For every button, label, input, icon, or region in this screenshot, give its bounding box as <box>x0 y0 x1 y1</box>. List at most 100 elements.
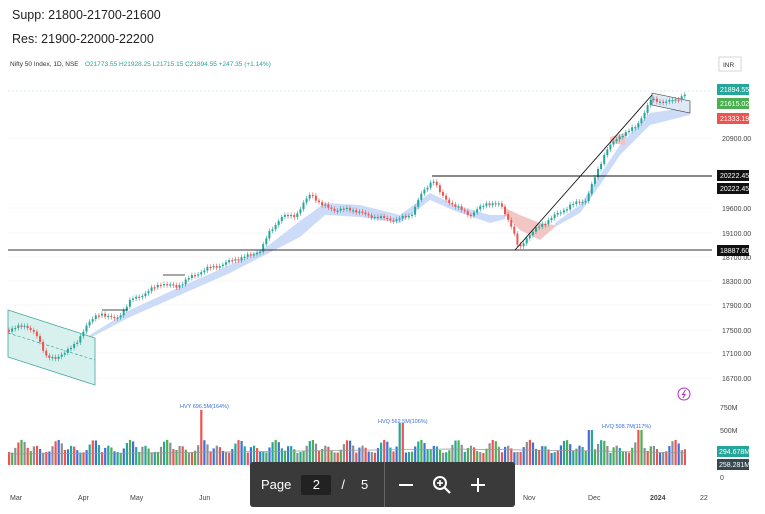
candle <box>426 185 429 193</box>
volume-bar <box>39 448 42 465</box>
zoom-in-button[interactable] <box>463 470 493 500</box>
candle <box>646 102 649 116</box>
volume-bar <box>172 449 175 465</box>
candle <box>680 93 683 103</box>
volume-bar <box>128 439 132 465</box>
candle <box>652 96 655 103</box>
price-tag-label: 20222.45 <box>720 186 749 193</box>
volume-bar <box>119 452 122 465</box>
volume-bar <box>463 451 466 465</box>
volume-bar <box>615 445 618 465</box>
volume-bar <box>541 446 544 465</box>
volume-bar <box>469 445 473 465</box>
flag-channel[interactable] <box>651 92 691 114</box>
zoom-button[interactable] <box>427 470 457 500</box>
candle <box>389 216 392 223</box>
volume-bar <box>519 452 522 465</box>
volume-bar <box>522 447 525 465</box>
volume-bar <box>603 440 606 465</box>
lightning-icon[interactable] <box>677 387 691 401</box>
zoom-out-button[interactable] <box>391 470 421 500</box>
candle <box>668 97 671 105</box>
volume-bar <box>426 449 429 465</box>
candle <box>581 199 584 206</box>
volume-bar <box>578 445 581 465</box>
candle <box>88 319 91 329</box>
candle <box>132 296 134 303</box>
volume-bar <box>8 451 11 465</box>
volume-bar <box>525 441 528 465</box>
volume-bar <box>101 452 104 465</box>
volume-bar <box>432 445 435 465</box>
candle <box>460 203 463 213</box>
candle <box>240 254 243 263</box>
trend-line[interactable] <box>514 94 653 251</box>
page-total: 5 <box>361 477 369 492</box>
candle <box>417 197 420 210</box>
volume-bar <box>429 449 432 465</box>
volume-annotation: HVY 696.5M(164%) <box>180 404 229 410</box>
volume-bar <box>206 444 209 465</box>
volume-bar <box>404 452 407 465</box>
volume-bar <box>73 446 76 465</box>
currency-box[interactable] <box>718 56 742 72</box>
candle <box>476 206 479 215</box>
volume-bar <box>358 447 361 465</box>
volume-bar <box>488 443 491 465</box>
volume-bar <box>237 440 240 465</box>
candle <box>435 179 438 188</box>
price-tag: 21333.19 <box>717 113 749 124</box>
candle <box>559 209 562 217</box>
candle <box>308 192 311 201</box>
plus-icon <box>471 477 486 492</box>
candle <box>135 294 138 302</box>
volume-bar <box>624 451 628 465</box>
candle <box>454 201 457 210</box>
volume-bar <box>231 449 234 465</box>
time-axis-label: Jun <box>199 495 210 502</box>
volume-bar <box>153 451 156 465</box>
volume-bar <box>70 445 73 465</box>
candle <box>528 232 531 241</box>
volume-tag-label: 294.678M <box>719 449 750 456</box>
volume-bar <box>445 452 448 465</box>
candle <box>221 262 224 269</box>
candle <box>336 208 339 215</box>
volume-bar <box>547 449 550 465</box>
candle <box>299 206 302 216</box>
pager-divider <box>384 462 386 507</box>
candle <box>504 204 506 217</box>
candle <box>659 99 661 106</box>
candle <box>203 268 206 275</box>
volume-bar <box>606 445 609 465</box>
candle <box>172 281 175 289</box>
volume-bar <box>302 451 305 465</box>
volume-bar <box>497 446 500 465</box>
candle <box>8 327 10 335</box>
volume-bar <box>516 451 519 465</box>
price-chart[interactable]: Nifty 50 Index, 1D, NSE O21773.55 H21928… <box>0 55 765 514</box>
candle <box>473 209 475 219</box>
volume-bar <box>398 423 401 465</box>
volume-bar <box>324 445 327 465</box>
candle <box>615 136 618 144</box>
candle <box>302 200 305 212</box>
candle <box>169 281 172 289</box>
volume-bar <box>249 447 252 465</box>
candle <box>91 316 94 325</box>
candle <box>677 97 680 104</box>
candle <box>469 212 472 219</box>
volume-bar <box>144 445 147 465</box>
volume-bar <box>221 450 225 465</box>
candle <box>57 354 60 362</box>
volume-bar <box>476 451 479 465</box>
volume-bar <box>138 451 141 465</box>
volume-bar <box>438 449 442 465</box>
time-axis-label: Mar <box>10 495 23 502</box>
volume-bar <box>569 444 572 465</box>
page-number-input[interactable]: 2 <box>301 474 332 495</box>
candle <box>42 339 45 354</box>
volume-bar <box>392 451 395 465</box>
descending-channel[interactable] <box>7 309 96 386</box>
candle <box>507 211 510 223</box>
